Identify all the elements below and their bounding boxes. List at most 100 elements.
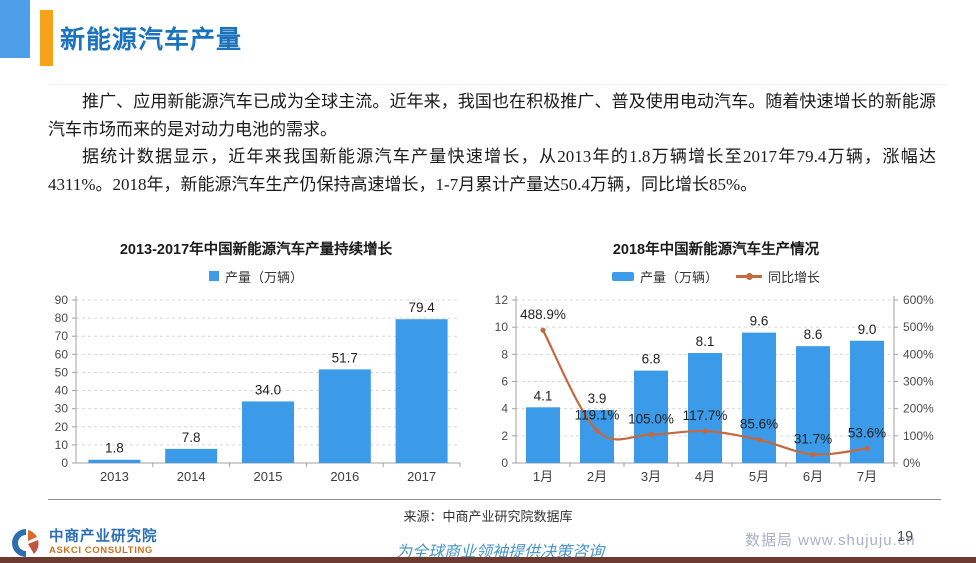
x-axis-label: 2014 — [177, 469, 206, 484]
x-axis-label: 2015 — [254, 469, 283, 484]
y-axis-tick-label: 50 — [55, 365, 69, 379]
annual-production-chart: 2013-2017年中国新能源汽车产量持续增长 产量（万辆） 0 10 20 30 40… — [46, 238, 466, 498]
source-note: 来源：中商产业研究院数据库 — [403, 509, 573, 524]
y-axis-tick-label: 2 — [501, 429, 508, 443]
line-point — [702, 428, 708, 434]
right-y-axis-tick-label: 100% — [903, 429, 934, 443]
header-accent-square — [0, 0, 30, 58]
line-point — [594, 428, 600, 434]
intro-text: 推广、应用新能源汽车已成为全球主流。近年来，我国也在积极推广、普及使用电动汽车。… — [48, 88, 936, 198]
x-axis-label: 2月 — [587, 469, 607, 484]
x-axis-label: 4月 — [695, 469, 715, 484]
y-axis-tick-label: 10 — [55, 438, 69, 452]
x-axis-label: 3月 — [641, 469, 661, 484]
bar — [242, 401, 294, 463]
bar-value-label: 79.4 — [408, 300, 435, 315]
y-axis-tick-label: 90 — [55, 293, 69, 307]
bar — [165, 448, 218, 463]
watermark: 数据局 www.shujuju.cn — [745, 532, 916, 549]
bar-value-label: 3.9 — [588, 391, 607, 406]
bar-value-label: 7.8 — [182, 430, 201, 445]
x-axis-label: 5月 — [749, 469, 769, 484]
y-axis-tick-label: 60 — [55, 347, 69, 361]
chart-title-left: 2013-2017年中国新能源汽车产量持续增长 — [119, 242, 393, 258]
bar-swatch-icon — [611, 271, 634, 281]
bar-value-label: 4.1 — [534, 388, 553, 403]
legend-item-production: 产量（万辆） — [208, 267, 303, 286]
legend-item-production: 产量（万辆） — [611, 267, 718, 286]
bar-value-label: 9.6 — [750, 314, 769, 329]
intro-paragraph-1: 推广、应用新能源汽车已成为全球主流。近年来，我国也在积极推广、普及使用电动汽车。… — [48, 92, 936, 139]
line-value-label: 117.7% — [683, 408, 728, 423]
bar-chart-plot: 0 10 20 30 40 50 60 70 80 90 2013 2014 2015 2016 2017 1… — [55, 293, 461, 484]
askci-logo: 中商产业研究院 ASKCI CONSULTING — [10, 527, 158, 559]
y-axis-tick-label: 0 — [501, 456, 508, 470]
legend-left: 产量（万辆） — [46, 266, 466, 286]
line-value-label: 85.6% — [740, 417, 778, 432]
line-value-label: 119.1% — [575, 408, 620, 423]
askci-logo-icon — [12, 529, 39, 557]
bar-value-label: 1.8 — [105, 441, 124, 456]
bar-value-label: 34.0 — [255, 382, 281, 397]
x-axis-label: 6月 — [803, 469, 823, 484]
logo-name-en: ASKCI CONSULTING — [49, 544, 153, 556]
bar — [580, 410, 614, 463]
bar-swatch-icon — [208, 271, 219, 281]
right-y-axis-tick-label: 0% — [903, 456, 921, 470]
bar-value-label: 9.0 — [858, 322, 877, 337]
line-point — [810, 451, 816, 457]
line-value-label: 488.9% — [520, 307, 566, 322]
y-axis-tick-label: 20 — [55, 420, 69, 434]
right-y-axis-tick-label: 500% — [903, 320, 934, 334]
logo-name-cn: 中商产业研究院 — [49, 528, 158, 545]
bar — [395, 319, 448, 463]
x-axis-label: 2017 — [407, 469, 436, 484]
bar — [88, 459, 141, 463]
footer-divider — [48, 499, 941, 500]
y-axis-tick-label: 40 — [55, 384, 69, 398]
y-axis-tick-label: 6 — [501, 375, 508, 389]
y-axis-tick-label: 12 — [495, 293, 509, 307]
bottom-edge-strip — [0, 557, 976, 563]
bar — [318, 369, 371, 463]
x-axis-label: 2013 — [100, 469, 129, 484]
y-axis-tick-label: 4 — [501, 402, 508, 416]
bar — [688, 352, 722, 463]
legend-label: 同比增长 — [768, 269, 821, 285]
page-number: 19 — [897, 529, 914, 545]
y-axis-tick-label: 10 — [495, 320, 509, 334]
footer-slogan: 为全球商业领袖提供决策咨询 — [395, 544, 604, 561]
intro-paragraph-2: 据统计数据显示，近年来我国新能源汽车产量快速增长，从2013年的1.8万辆增长至… — [48, 147, 936, 194]
legend-label: 产量（万辆） — [639, 269, 718, 285]
bar — [634, 370, 668, 463]
right-y-axis-tick-label: 400% — [903, 347, 934, 361]
x-axis-label: 1月 — [533, 469, 553, 484]
combo-chart-plot: 0 0% 2 100% 4 200% 6 300% 8 400% 10 500% 12 600% 1月 2月 3… — [495, 293, 934, 484]
y-axis-tick-label: 30 — [55, 402, 69, 416]
line-point — [756, 437, 762, 443]
bar-value-label: 51.7 — [332, 350, 358, 365]
bar — [850, 340, 884, 463]
y-axis-tick-label: 0 — [61, 456, 68, 470]
right-y-axis-tick-label: 600% — [903, 293, 934, 307]
legend-label: 产量（万辆） — [224, 269, 303, 285]
x-axis-label: 2016 — [330, 469, 359, 484]
monthly-production-chart: 2018年中国新能源汽车生产情况 产量（万辆） 同比增长 0 0% 2 100% 4 20… — [486, 238, 946, 498]
bar — [796, 346, 830, 463]
bar-value-label: 8.1 — [696, 334, 715, 349]
chart-title-right: 2018年中国新能源汽车生产情况 — [612, 242, 820, 258]
page-title: 新能源汽车产量 — [60, 26, 243, 54]
line-swatch-icon — [736, 272, 762, 280]
legend-right: 产量（万辆） 同比增长 — [486, 266, 946, 286]
header-divider — [48, 84, 946, 85]
right-y-axis-tick-label: 200% — [903, 402, 934, 416]
bar — [526, 407, 560, 463]
x-axis-label: 7月 — [857, 469, 877, 484]
bar-value-label: 8.6 — [804, 327, 823, 342]
bar-value-label: 6.8 — [642, 352, 661, 367]
right-y-axis-tick-label: 300% — [903, 375, 934, 389]
y-axis-tick-label: 80 — [55, 311, 69, 325]
y-axis-tick-label: 70 — [55, 329, 69, 343]
line-point — [648, 431, 654, 438]
